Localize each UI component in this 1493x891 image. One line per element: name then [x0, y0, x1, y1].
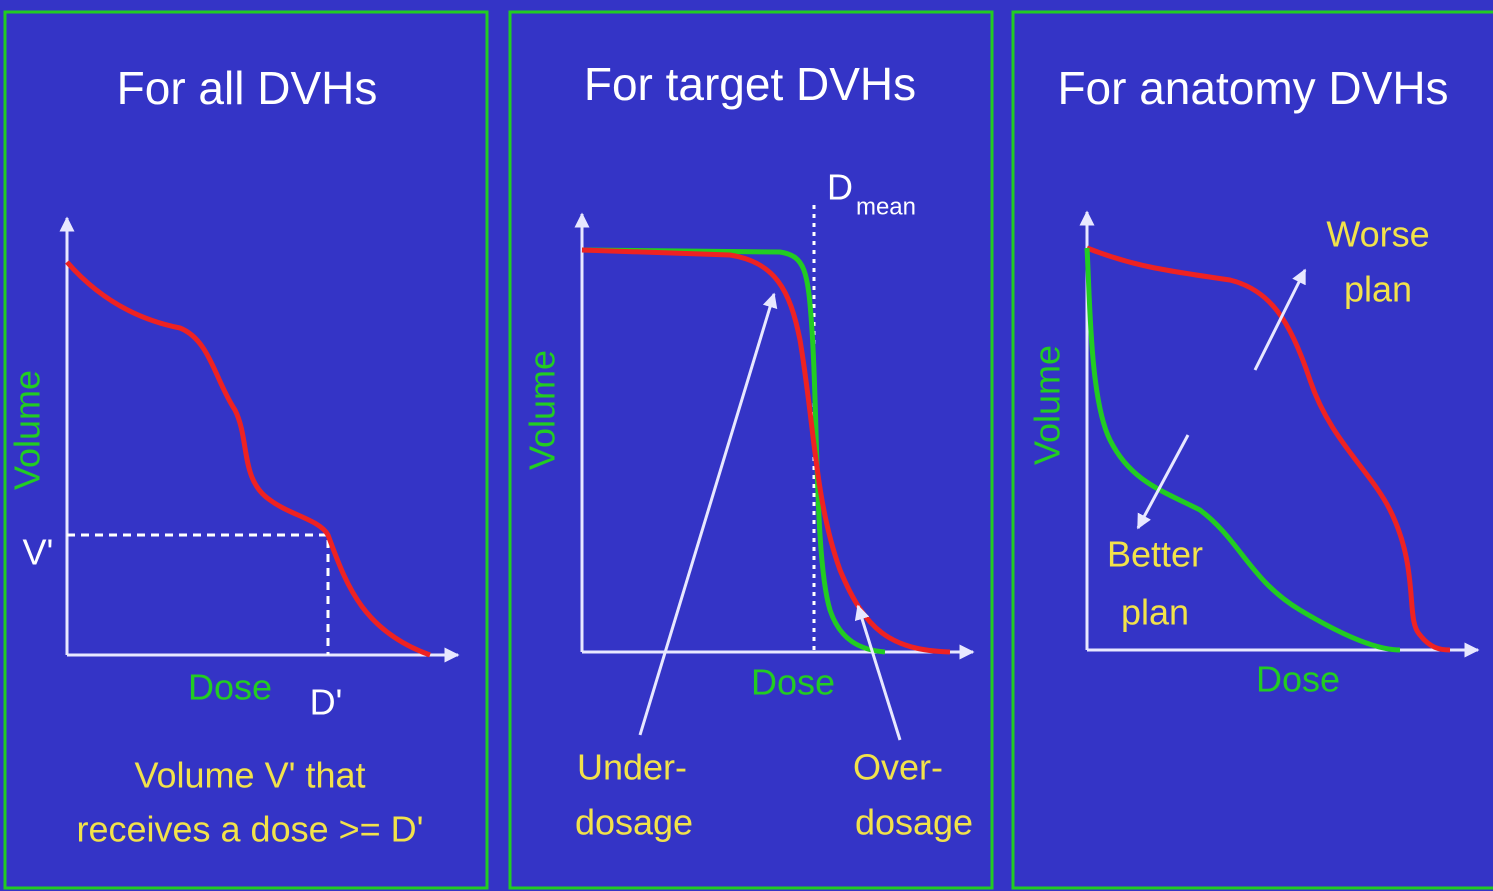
- d-label: D': [310, 682, 343, 723]
- dvh-curve: [65, 260, 431, 658]
- y-axis-label: Volume: [7, 370, 48, 490]
- arrow: [1253, 268, 1307, 371]
- under-label: dosage: [575, 802, 693, 843]
- axes: [65, 220, 458, 655]
- better-label: plan: [1121, 592, 1189, 633]
- arrow: [854, 604, 902, 741]
- over-label: Over-: [853, 747, 943, 788]
- x-axis-label: Dose: [188, 667, 272, 708]
- panel-title: For target DVHs: [584, 58, 916, 110]
- panel-frame: [508, 10, 994, 890]
- panel-title: For all DVHs: [117, 62, 378, 114]
- arrow: [638, 292, 778, 736]
- y-axis-label: Volume: [522, 350, 563, 470]
- panel-all: For all DVHs Volume V' Dose D' Volume V'…: [3, 10, 489, 890]
- marker-subscript: mean: [856, 193, 916, 220]
- over-label: dosage: [855, 802, 973, 843]
- worse-curve: [1086, 245, 1451, 653]
- dvh-curve: [581, 247, 951, 655]
- under-label: Under-: [577, 747, 687, 788]
- better-label: Better: [1107, 534, 1203, 575]
- x-axis-label: Dose: [751, 662, 835, 703]
- y-axis-label: Volume: [1027, 345, 1068, 465]
- better-curve: [1084, 247, 1401, 653]
- x-axis-label: Dose: [1256, 659, 1340, 700]
- worse-label: plan: [1344, 269, 1412, 310]
- panel-frame: [1011, 10, 1493, 890]
- v-label: V': [23, 532, 54, 573]
- dashed-guide: [67, 533, 330, 655]
- arrow: [1136, 434, 1190, 530]
- caption: receives a dose >= D': [76, 809, 423, 850]
- panel-target: For target DVHs Volume D mean Dose Under…: [508, 10, 994, 890]
- panel-anatomy: For anatomy DVHs Volume Worse plan Bette…: [1011, 10, 1493, 890]
- worse-label: Worse: [1326, 214, 1429, 255]
- marker-label: D: [827, 167, 853, 208]
- panel-title: For anatomy DVHs: [1057, 62, 1448, 114]
- caption: Volume V' that: [134, 755, 365, 796]
